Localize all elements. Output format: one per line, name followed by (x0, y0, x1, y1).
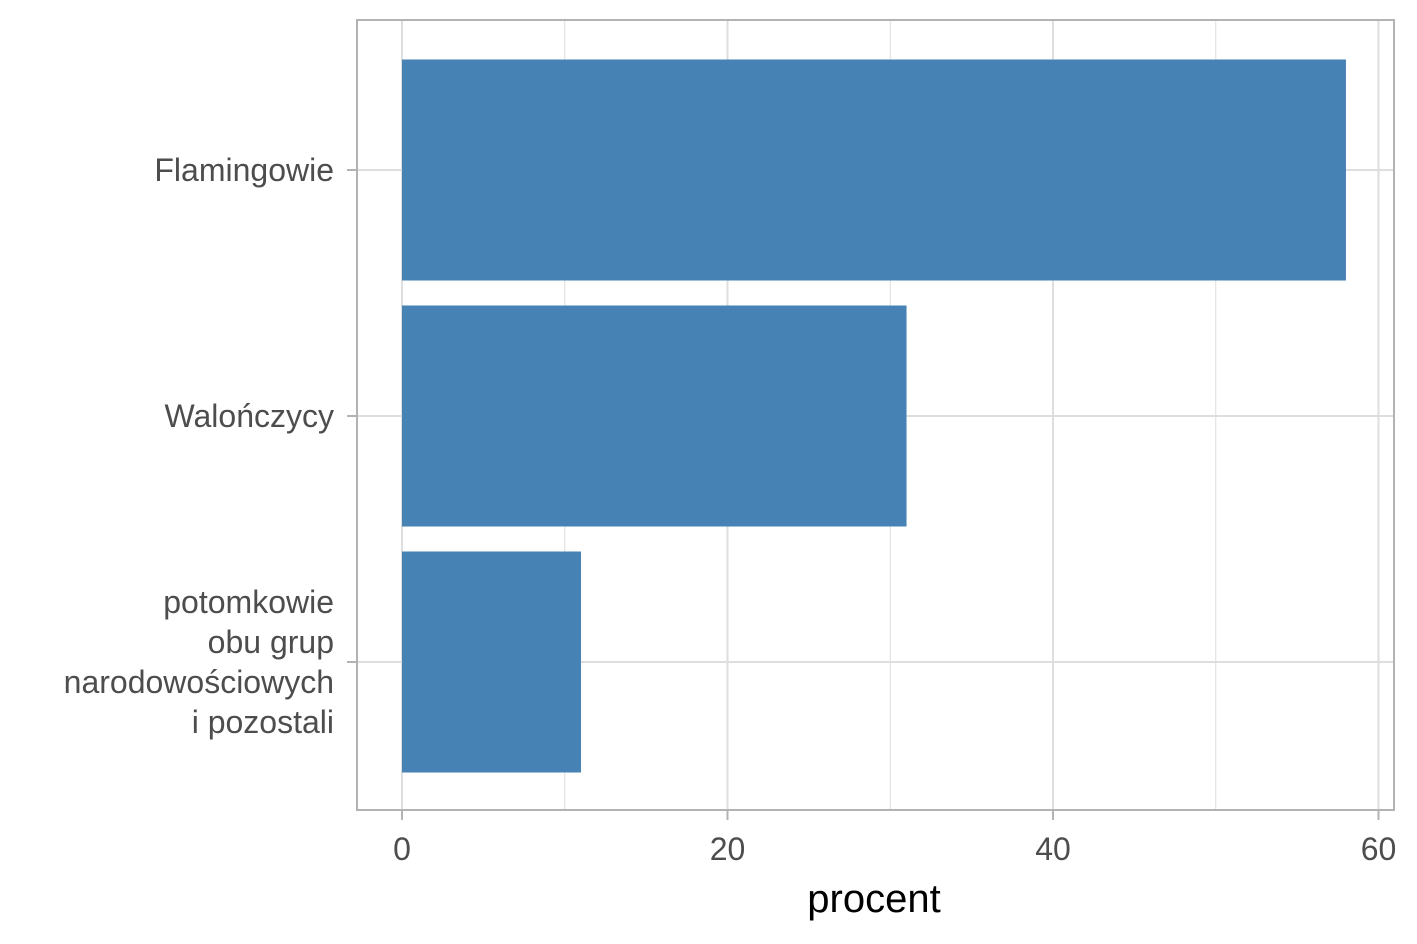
y-tick-label: obu grup (208, 624, 334, 660)
x-tick-label: 20 (710, 831, 746, 867)
x-tick-label: 0 (393, 831, 411, 867)
x-tick-label: 40 (1035, 831, 1071, 867)
x-axis-tick-labels: 0 20 40 60 (393, 831, 1396, 867)
bar (402, 551, 582, 773)
bar (402, 305, 907, 527)
x-axis-ticks (401, 810, 1380, 820)
x-axis-title: procent (807, 877, 940, 921)
y-tick-label: Walończycy (164, 398, 334, 434)
y-axis-tick-labels: Flamingowie Walończycy potomkowie obu grup n… (64, 152, 334, 740)
y-tick-label: narodowościowych (64, 664, 334, 700)
y-tick-label: potomkowie (163, 584, 334, 620)
x-tick-label: 60 (1361, 831, 1397, 867)
y-tick-label: Flamingowie (154, 152, 334, 188)
y-axis-ticks (347, 169, 357, 663)
y-tick-label: i pozostali (192, 704, 334, 740)
bar (402, 59, 1346, 281)
bars (402, 59, 1346, 773)
